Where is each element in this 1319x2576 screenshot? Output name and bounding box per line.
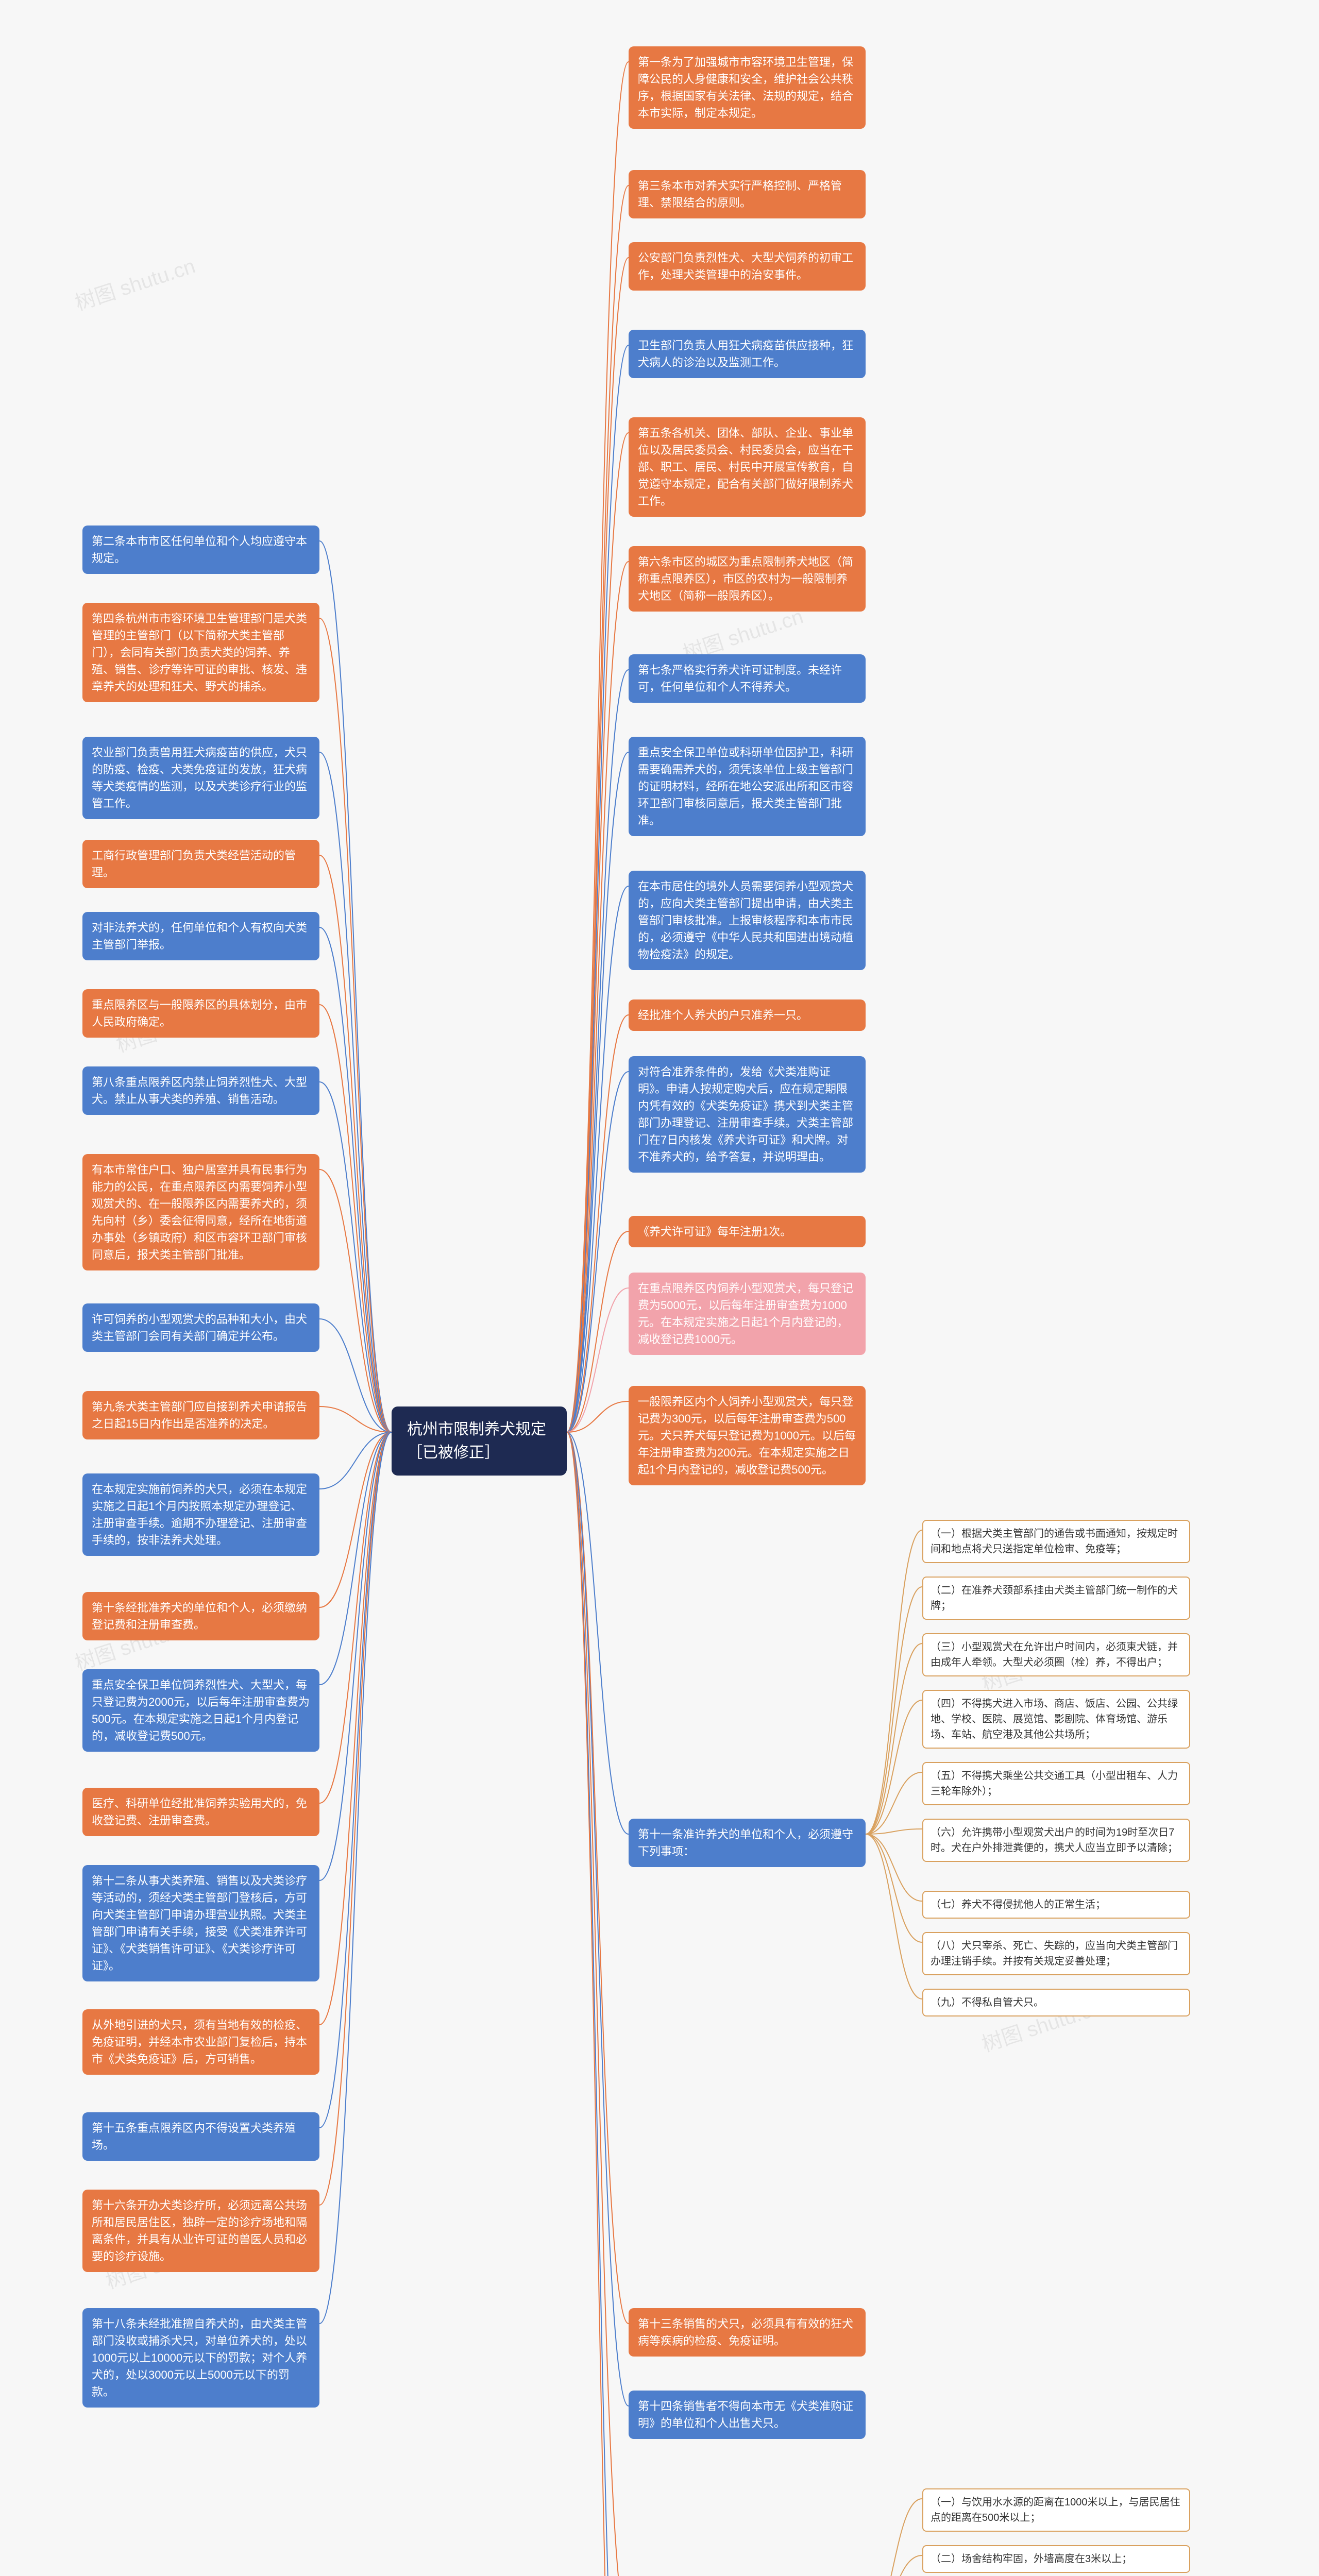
left-node: 第九条犬类主管部门应自接到养犬申请报告之日起15日内作出是否准养的决定。 xyxy=(82,1391,319,1439)
right-node: 公安部门负责烈性犬、大型犬饲养的初审工作，处理犬类管理中的治安事件。 xyxy=(629,242,866,291)
right-node: 在重点限养区内饲养小型观赏犬，每只登记费为5000元，以后每年注册审查费为100… xyxy=(629,1273,866,1355)
left-node: 在本规定实施前饲养的犬只，必须在本规定实施之日起1个月内按照本规定办理登记、注册… xyxy=(82,1473,319,1556)
right-node: 第六条市区的城区为重点限制养犬地区（简称重点限养区），市区的农村为一般限制养犬地… xyxy=(629,546,866,612)
right-node: 第十四条销售者不得向本市无《犬类准购证明》的单位和个人出售犬只。 xyxy=(629,2391,866,2439)
detail-node: （九）不得私自管犬只。 xyxy=(922,1989,1190,2016)
left-node: 第十条经批准养犬的单位和个人，必须缴纳登记费和注册审查费。 xyxy=(82,1592,319,1640)
left-node: 许可饲养的小型观赏犬的品种和大小，由犬类主管部门会同有关部门确定并公布。 xyxy=(82,1303,319,1352)
right-node: 经批准个人养犬的户只准养一只。 xyxy=(629,999,866,1031)
left-node: 医疗、科研单位经批准饲养实验用犬的，免收登记费、注册审查费。 xyxy=(82,1788,319,1836)
watermark: 树图 shutu.cn xyxy=(71,249,198,316)
detail-node: （二）场舍结构牢固，外墙高度在3米以上； xyxy=(922,2545,1190,2573)
left-node: 从外地引进的犬只，须有当地有效的检疫、免疫证明，并经本市农业部门复检后，持本市《… xyxy=(82,2009,319,2075)
left-node: 第十六条开办犬类诊疗所，必须远离公共场所和居民居住区，独辟一定的诊疗场地和隔离条… xyxy=(82,2190,319,2272)
right-node: 第一条为了加强城市市容环境卫生管理，保障公民的人身健康和安全，维护社会公共秩序，… xyxy=(629,46,866,129)
left-node: 重点安全保卫单位饲养烈性犬、大型犬，每只登记费为2000元，以后每年注册审查费为… xyxy=(82,1669,319,1752)
detail-node: （八）犬只宰杀、死亡、失踪的，应当向犬类主管部门办理注销手续。并按有关规定妥善处… xyxy=(922,1932,1190,1975)
left-node: 第二条本市市区任何单位和个人均应遵守本规定。 xyxy=(82,526,319,574)
left-node: 第四条杭州市市容环境卫生管理部门是犬类管理的主管部门（以下简称犬类主管部门），会… xyxy=(82,603,319,702)
left-node: 有本市常住户口、独户居室并具有民事行为能力的公民，在重点限养区内需要饲养小型观赏… xyxy=(82,1154,319,1270)
detail-node: （七）养犬不得侵扰他人的正常生活； xyxy=(922,1891,1190,1919)
left-node: 第十五条重点限养区内不得设置犬类养殖场。 xyxy=(82,2112,319,2161)
right-node: 《养犬许可证》每年注册1次。 xyxy=(629,1216,866,1247)
detail-node: （六）允许携带小型观赏犬出户的时间为19时至次日7时。犬在户外排泄粪便的，携犬人… xyxy=(922,1819,1190,1862)
right-node: 卫生部门负责人用狂犬病疫苗供应接种，狂犬病人的诊治以及监测工作。 xyxy=(629,330,866,378)
right-node: 第三条本市对养犬实行严格控制、严格管理、禁限结合的原则。 xyxy=(629,170,866,218)
right-node: 对符合准养条件的，发给《犬类准购证明》。申请人按规定购犬后，应在规定期限内凭有效… xyxy=(629,1056,866,1173)
left-node: 第十八条未经批准擅自养犬的，由犬类主管部门没收或捕杀犬只，对单位养犬的，处以10… xyxy=(82,2308,319,2408)
detail-node: （三）小型观赏犬在允许出户时间内，必须束犬链，并由成年人牵领。大型犬必须圈（栓）… xyxy=(922,1633,1190,1676)
right-node: 重点安全保卫单位或科研单位因护卫，科研需要确需养犬的，须凭该单位上级主管部门的证… xyxy=(629,737,866,836)
right-node: 第十三条销售的犬只，必须具有有效的狂犬病等疾病的检疫、免疫证明。 xyxy=(629,2308,866,2357)
detail-node: （一）根据犬类主管部门的通告或书面通知，按规定时间和地点将犬只送指定单位检审、免… xyxy=(922,1520,1190,1563)
right-node: 在本市居住的境外人员需要饲养小型观赏犬的，应向犬类主管部门提出申请，由犬类主管部… xyxy=(629,871,866,970)
root-node: 杭州市限制养犬规定［已被修正］ xyxy=(392,1406,567,1476)
left-node: 第八条重点限养区内禁止饲养烈性犬、大型犬。禁止从事犬类的养殖、销售活动。 xyxy=(82,1066,319,1115)
right-node: 第五条各机关、团体、部队、企业、事业单位以及居民委员会、村民委员会，应当在干部、… xyxy=(629,417,866,517)
detail-node: （五）不得携犬乘坐公共交通工具（小型出租车、人力三轮车除外）； xyxy=(922,1762,1190,1805)
detail-node: （二）在准养犬颈部系挂由犬类主管部门统一制作的犬牌； xyxy=(922,1577,1190,1620)
left-node: 对非法养犬的，任何单位和个人有权向犬类主管部门举报。 xyxy=(82,912,319,960)
detail-node: （一）与饮用水水源的距离在1000米以上，与居民居住点的距离在500米以上； xyxy=(922,2488,1190,2532)
left-node: 农业部门负责兽用狂犬病疫苗的供应，犬只的防疫、检疫、犬类免疫证的发放，狂犬病等犬… xyxy=(82,737,319,819)
right-node: 第七条严格实行养犬许可证制度。未经许可，任何单位和个人不得养犬。 xyxy=(629,654,866,703)
left-node: 第十二条从事犬类养殖、销售以及犬类诊疗等活动的，须经犬类主管部门登核后，方可向犬… xyxy=(82,1865,319,1981)
right-node: 第十一条准许养犬的单位和个人，必须遵守下列事项： xyxy=(629,1819,866,1867)
left-node: 重点限养区与一般限养区的具体划分，由市人民政府确定。 xyxy=(82,989,319,1038)
detail-node: （四）不得携犬进入市场、商店、饭店、公园、公共绿地、学校、医院、展览馆、影剧院、… xyxy=(922,1690,1190,1749)
right-node: 一般限养区内个人饲养小型观赏犬，每只登记费为300元，以后每年注册审查费为500… xyxy=(629,1386,866,1485)
left-node: 工商行政管理部门负责犬类经营活动的管理。 xyxy=(82,840,319,888)
